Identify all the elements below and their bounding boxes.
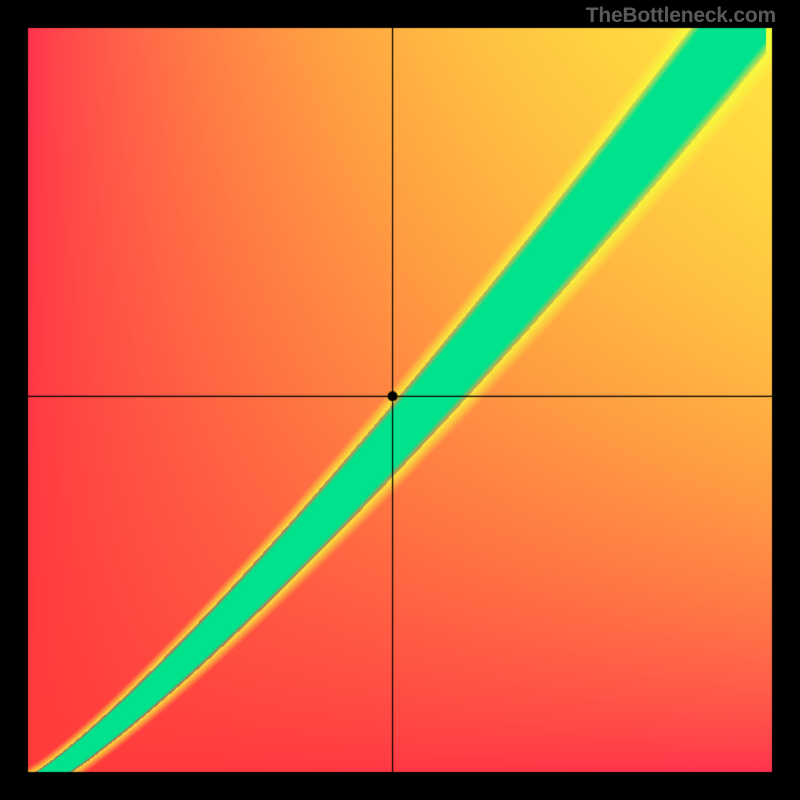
bottleneck-heatmap-canvas (0, 0, 800, 800)
watermark-text: TheBottleneck.com (586, 4, 776, 28)
chart-container: TheBottleneck.com (0, 0, 800, 800)
